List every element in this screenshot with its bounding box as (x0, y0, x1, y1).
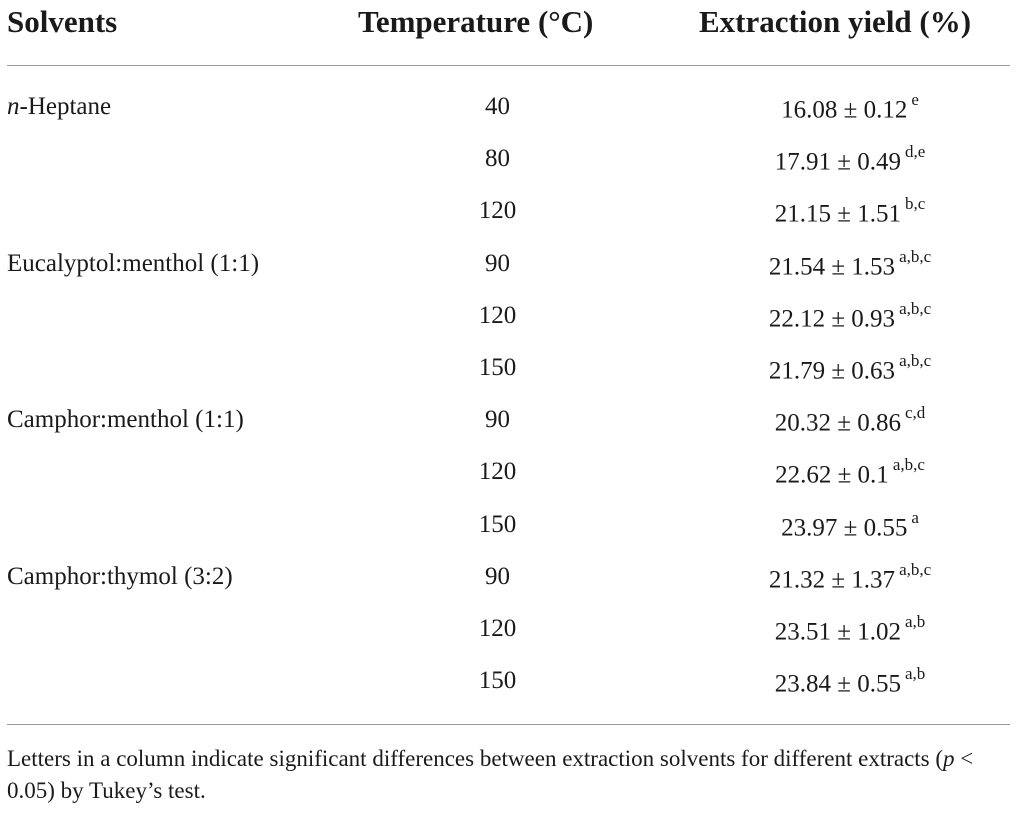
cell-solvent-name: Camphor:thymol (3:2) (7, 562, 233, 590)
cell-significance-letters: a,b,c (899, 351, 932, 370)
cell-temperature: 80 (485, 145, 510, 173)
table-footnote: Letters in a column indicate significant… (7, 743, 1007, 807)
cell-yield-value: 20.32 ± 0.86 (774, 409, 901, 437)
cell-significance-letters: a,b (904, 612, 926, 631)
table-row: Camphor:thymol (3:2) 90 21.32 ± 1.37 a,b,c (0, 559, 1017, 615)
footnote-text-2: < 0.05) by Tukey’s test. (7, 746, 974, 803)
table-row: 150 23.97 ± 0.55 a (0, 507, 1017, 563)
cell-temperature: 90 (485, 406, 510, 434)
cell-significance-letters: c,d (904, 403, 926, 423)
cell-solvent-italic-prefix: n (7, 93, 20, 120)
cell-yield-value: 16.08 ± 0.12 (781, 96, 908, 124)
cell-significance-letters: a,b,c (899, 298, 932, 318)
cell-significance-letters: b,c (904, 194, 926, 214)
cell-yield-value: 17.91 ± 0.49 (774, 148, 901, 176)
table-row: 120 21.15 ± 1.51 b,c (0, 194, 1017, 249)
cell-solvent: Camphor:thymol (3:2) (7, 563, 233, 591)
cell-solvent-name: Eucalyptol:menthol (1:1) (7, 249, 260, 277)
cell-solvent: Camphor:menthol (1:1) (7, 406, 244, 434)
cell-temperature: 150 (478, 354, 517, 381)
footnote-text-1: Letters in a column indicate significant… (7, 746, 944, 771)
cell-solvent: Eucalyptol:menthol (1:1) (7, 250, 259, 278)
table-row: 120 23.51 ± 1.02 a,b (0, 612, 1017, 667)
table-row: 120 22.12 ± 0.93 a,b,c (0, 298, 1017, 354)
header-temperature: Temperature (°C) (358, 4, 594, 39)
cell-temperature: 150 (478, 510, 517, 538)
cell-significance-letters: a,b,c (899, 246, 932, 266)
cell-significance-letters: a,b,c (892, 455, 925, 475)
cell-yield-value: 23.97 ± 0.55 (781, 513, 908, 541)
cell-temperature: 120 (478, 615, 517, 642)
cell-extraction-yield: 16.08 ± 0.12 e (700, 90, 1000, 124)
cell-solvent-name: Camphor:menthol (1:1) (7, 406, 244, 434)
header-extraction-yield: Extraction yield (%) (699, 4, 972, 39)
cell-significance-letters: d,e (904, 142, 926, 162)
cell-temperature: 120 (478, 197, 517, 225)
cell-yield-value: 21.79 ± 0.63 (768, 357, 896, 385)
table-row: Camphor:menthol (1:1) 90 20.32 ± 0.86 c,d (0, 403, 1017, 458)
cell-yield-value: 21.15 ± 1.51 (774, 200, 901, 228)
cell-extraction-yield: 21.15 ± 1.51 b,c (700, 194, 1000, 228)
cell-yield-value: 23.84 ± 0.55 (774, 670, 901, 698)
cell-yield-value: 21.54 ± 1.53 (768, 252, 896, 280)
cell-extraction-yield: 23.97 ± 0.55 a (700, 507, 1000, 542)
table-row: 80 17.91 ± 0.49 d,e (0, 142, 1017, 197)
cell-extraction-yield: 20.32 ± 0.86 c,d (700, 403, 1000, 437)
cell-significance-letters: a,b,c (899, 559, 932, 579)
cell-extraction-yield: 21.54 ± 1.53 a,b,c (700, 246, 1000, 281)
cell-significance-letters: a,b (904, 664, 926, 684)
cell-solvent-name: -Heptane (19, 93, 112, 120)
cell-significance-letters: e (911, 90, 919, 109)
table-row: n-Heptane 40 16.08 ± 0.12 e (0, 90, 1017, 145)
header-rule (7, 65, 1010, 66)
cell-extraction-yield: 21.32 ± 1.37 a,b,c (700, 559, 1000, 594)
cell-temperature: 120 (478, 458, 517, 486)
cell-extraction-yield: 22.62 ± 0.1 a,b,c (700, 455, 1000, 489)
cell-extraction-yield: 17.91 ± 0.49 d,e (700, 142, 1000, 176)
footnote-p-symbol: p (943, 746, 955, 771)
cell-yield-value: 22.62 ± 0.1 (775, 461, 889, 489)
cell-significance-letters: a (911, 507, 919, 527)
cell-yield-value: 22.12 ± 0.93 (768, 305, 896, 333)
cell-yield-value: 21.32 ± 1.37 (768, 566, 896, 594)
cell-yield-value: 23.51 ± 1.02 (774, 618, 901, 646)
cell-temperature: 150 (478, 667, 517, 695)
table-header: Solvents Temperature (°C) Extraction yie… (0, 0, 1017, 48)
header-solvents: Solvents (7, 4, 118, 39)
cell-extraction-yield: 23.51 ± 1.02 a,b (700, 612, 1000, 646)
table-row: 150 21.79 ± 0.63 a,b,c (0, 351, 1017, 406)
cell-extraction-yield: 21.79 ± 0.63 a,b,c (700, 351, 1000, 385)
bottom-rule (7, 724, 1010, 725)
cell-temperature: 120 (478, 301, 517, 329)
cell-temperature: 90 (485, 249, 510, 277)
table-row: 150 23.84 ± 0.55 a,b (0, 664, 1017, 719)
cell-solvent: n-Heptane (7, 93, 111, 121)
table-row: Eucalyptol:menthol (1:1) 90 21.54 ± 1.53 a,… (0, 246, 1017, 302)
cell-extraction-yield: 23.84 ± 0.55 a,b (700, 664, 1000, 698)
cell-extraction-yield: 22.12 ± 0.93 a,b,c (700, 298, 1000, 333)
cell-temperature: 90 (485, 562, 510, 590)
cell-temperature: 40 (485, 93, 510, 120)
table-row: 120 22.62 ± 0.1 a,b,c (0, 455, 1017, 510)
